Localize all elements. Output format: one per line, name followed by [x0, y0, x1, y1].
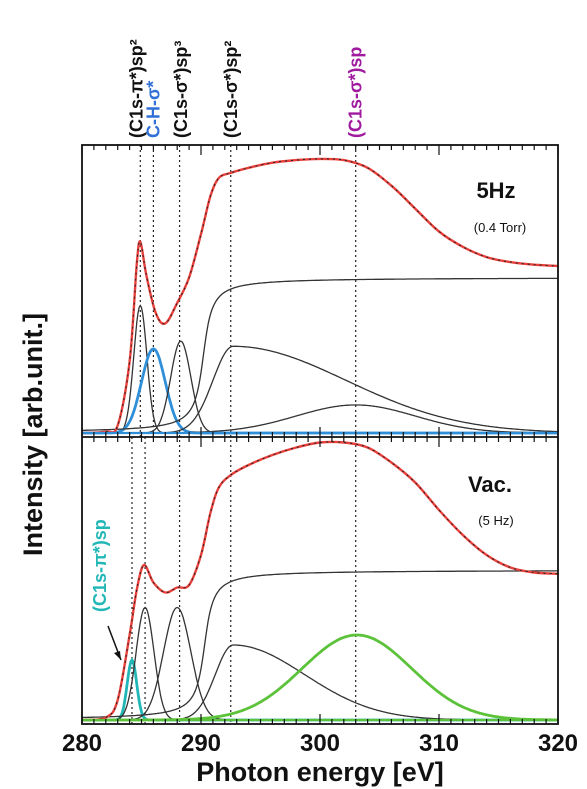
component-curve [82, 606, 558, 721]
sp-pi-annotation: (C1s-π*)sp [90, 519, 110, 612]
component-curve [82, 304, 558, 434]
panel-labels-group: (C1s-π*)sp 5Hz (0.4 Torr) Vac. (5 Hz) [90, 178, 527, 661]
x-tick-label: 320 [538, 730, 578, 757]
x-tick-label: 290 [181, 730, 221, 757]
peak-label: (C1s-σ*)sp [346, 47, 366, 138]
x-tick-label: 310 [419, 730, 459, 757]
y-axis-title: Intensity [arb.unit.] [18, 313, 48, 556]
component-curve [82, 340, 558, 434]
annotation-arrowhead [114, 651, 121, 660]
component-curve [82, 606, 558, 721]
measured-spectrum-curve [81, 158, 559, 434]
peak-label: (C1s-π*)sp² [127, 39, 147, 138]
x-tick-label: 300 [300, 730, 340, 757]
component-curve [81, 570, 558, 719]
panel-label: Vac. [468, 472, 512, 497]
x-tick-label: 280 [62, 730, 102, 757]
panel-sublabel: (0.4 Torr) [474, 220, 527, 235]
component-curve [82, 657, 558, 722]
component-curve [82, 277, 558, 431]
component-curve [82, 644, 558, 721]
panel-label: 5Hz [476, 178, 515, 203]
axis-ticks [81, 145, 559, 724]
peak-label: (C1s-σ*)sp² [221, 41, 241, 138]
peak-label: (C1s-σ*)sp³ [171, 41, 191, 138]
axis-text: Photon energy [eV] Intensity [arb.unit.]… [18, 313, 578, 787]
peak-label: C-H-σ* [143, 81, 163, 138]
component-curve [82, 345, 558, 434]
x-axis-title: Photon energy [eV] [196, 757, 444, 787]
total-fit-curve [81, 440, 559, 722]
panel-sublabel: (5 Hz) [478, 513, 513, 528]
peak-guide-lines [131, 145, 357, 724]
